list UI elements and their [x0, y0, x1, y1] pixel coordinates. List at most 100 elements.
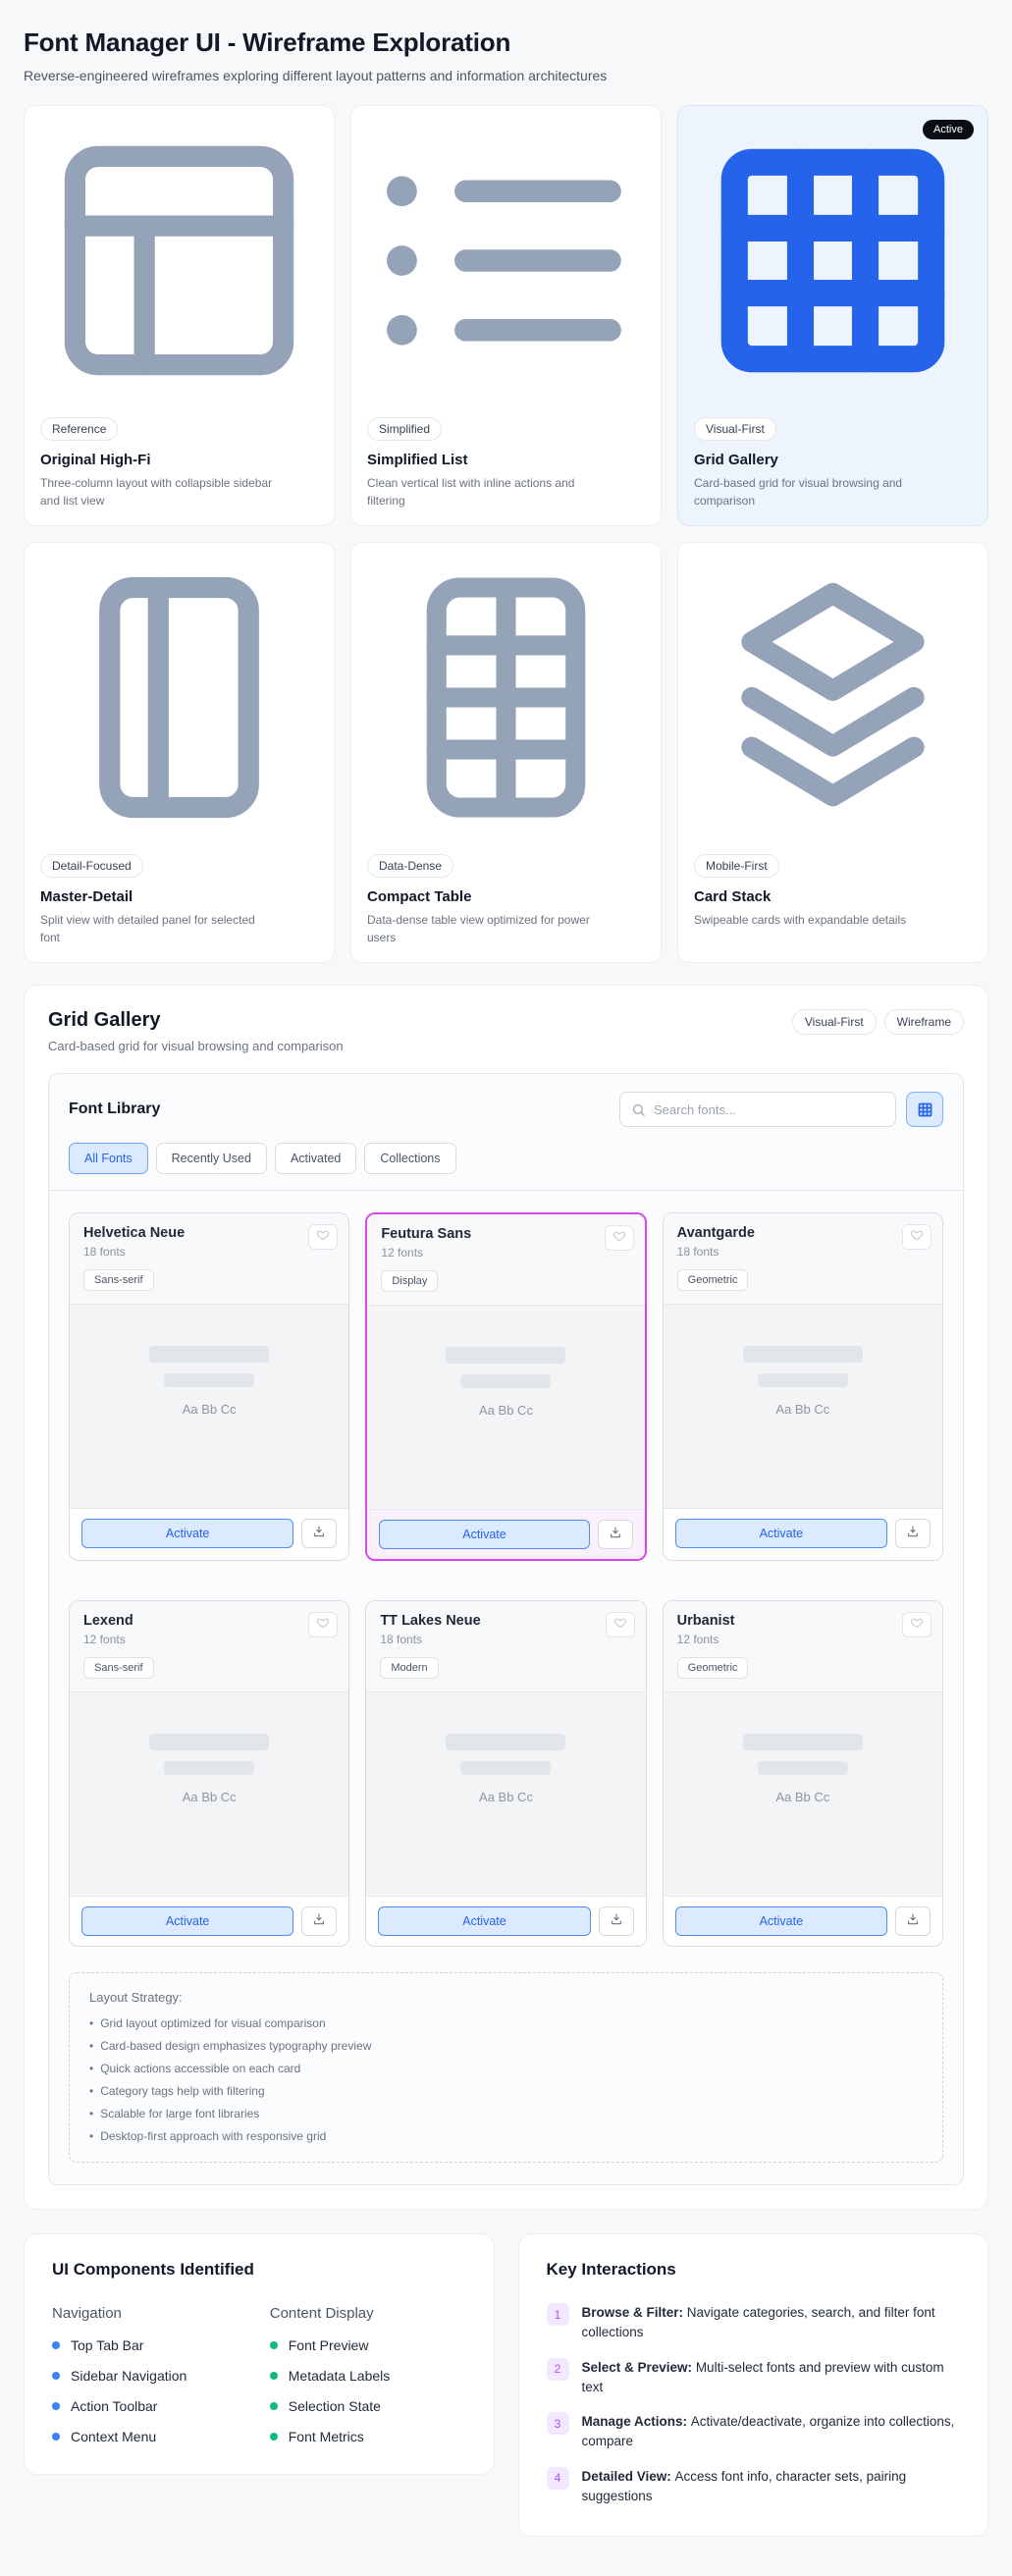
strategy-item: Scalable for large font libraries	[89, 2107, 923, 2120]
component-item: Font Preview	[269, 2337, 466, 2353]
pattern-description: Clean vertical list with inline actions …	[367, 476, 575, 508]
tab-activated[interactable]: Activated	[274, 1143, 357, 1174]
font-card[interactable]: Feutura Sans 12 fonts Display Aa Bb Cc Activ…	[365, 1212, 647, 1561]
component-item-label: Font Preview	[288, 2337, 369, 2353]
font-category-tag: Sans-serif	[83, 1269, 154, 1291]
tab-collections[interactable]: Collections	[364, 1143, 456, 1174]
activate-button[interactable]: Activate	[379, 1520, 590, 1549]
favorite-button[interactable]	[308, 1612, 339, 1637]
section-header: Grid Gallery Card-based grid for visual …	[48, 1009, 964, 1053]
preview-placeholder-bar	[164, 1372, 255, 1387]
preview-placeholder-bar	[164, 1760, 255, 1775]
font-preview-area: Aa Bb Cc	[367, 1306, 645, 1510]
section-pill: Wireframe	[883, 1009, 964, 1035]
download-button[interactable]	[895, 1519, 931, 1548]
grid-gallery-section: Grid Gallery Card-based grid for visual …	[24, 985, 988, 2210]
key-interactions-card: Key Interactions 1 Browse & Filter: Navig…	[517, 2233, 988, 2537]
strategy-item: Card-based design emphasizes typography …	[89, 2039, 923, 2053]
favorite-button[interactable]	[604, 1225, 634, 1251]
page-title: Font Manager UI - Wireframe Exploration	[24, 27, 511, 57]
search-box[interactable]	[619, 1092, 896, 1127]
interaction-text: Manage Actions: Activate/deactivate, org…	[581, 2414, 955, 2449]
pattern-badge: Detail-Focused	[40, 854, 143, 878]
activate-button[interactable]: Activate	[81, 1519, 294, 1548]
download-button[interactable]	[301, 1906, 338, 1936]
download-icon	[610, 1912, 623, 1931]
panel-divider	[49, 1190, 963, 1191]
font-card[interactable]: TT Lakes Neue 18 fonts Modern Aa Bb Cc Activ…	[365, 1600, 647, 1947]
font-card[interactable]: Avantgarde 18 fonts Geometric Aa Bb Cc Activ…	[662, 1212, 943, 1561]
font-card-footer: Activate	[366, 1897, 646, 1946]
preview-placeholder-bar	[460, 1373, 552, 1388]
pattern-card[interactable]: Reference Original High-Fi Three-column la…	[24, 105, 335, 526]
panels-top-left-icon	[40, 145, 318, 403]
font-card[interactable]: Lexend 12 fonts Sans-serif Aa Bb Cc Activate	[69, 1600, 350, 1947]
component-item-label: Metadata Labels	[288, 2368, 391, 2384]
pattern-card[interactable]: Simplified Simplified List Clean vertical …	[350, 105, 662, 526]
font-library-toolbar: Font Library	[69, 1092, 943, 1127]
favorite-button[interactable]	[902, 1612, 932, 1637]
download-icon	[906, 1525, 920, 1543]
pattern-card[interactable]: Detail-Focused Master-Detail Split view wi…	[24, 542, 335, 963]
font-count: 18 fonts	[380, 1633, 423, 1646]
section-title: Grid Gallery	[48, 1009, 161, 1031]
font-card[interactable]: Helvetica Neue 18 fonts Sans-serif Aa Bb Cc…	[69, 1212, 350, 1561]
grid-view-toggle-button[interactable]	[906, 1092, 943, 1127]
preview-placeholder-bar	[742, 1733, 863, 1750]
component-item: Top Tab Bar	[52, 2337, 248, 2353]
interaction-item: 3 Manage Actions: Activate/deactivate, or…	[546, 2412, 961, 2452]
layout-strategy-list: Grid layout optimized for visual compari…	[89, 2016, 923, 2143]
tab-all-fonts[interactable]: All Fonts	[69, 1143, 148, 1174]
bullet-dot	[269, 2402, 278, 2410]
pattern-title: Card Stack	[694, 888, 772, 905]
layout-strategy-title: Layout Strategy:	[89, 1990, 183, 2005]
list-icon	[367, 176, 645, 403]
font-card-footer: Activate	[367, 1510, 645, 1559]
interaction-item: 2 Select & Preview: Multi-select fonts an…	[546, 2357, 961, 2398]
activate-button[interactable]: Activate	[674, 1906, 887, 1936]
tab-recently-used[interactable]: Recently Used	[155, 1143, 267, 1174]
pattern-badge: Visual-First	[694, 417, 776, 441]
activate-button[interactable]: Activate	[81, 1906, 294, 1936]
strategy-item: Quick actions accessible on each card	[89, 2062, 923, 2075]
component-item: Action Toolbar	[52, 2398, 248, 2414]
activate-button[interactable]: Activate	[674, 1519, 887, 1548]
pattern-card[interactable]: Mobile-First Card Stack Swipeable cards wi…	[677, 542, 988, 963]
interaction-label: Manage Actions:	[581, 2414, 691, 2429]
pattern-card[interactable]: Active Visual-First Grid Gallery Card-based…	[677, 105, 988, 526]
preview-sample-text: Aa Bb Cc	[479, 1789, 533, 1804]
favorite-button[interactable]	[308, 1224, 339, 1250]
font-preview-area: Aa Bb Cc	[366, 1692, 646, 1897]
download-button[interactable]	[301, 1519, 338, 1548]
bullet-dot	[52, 2372, 60, 2380]
preview-placeholder-bar	[757, 1760, 848, 1775]
component-item: Metadata Labels	[269, 2368, 466, 2384]
font-card-footer: Activate	[663, 1509, 942, 1558]
panel-left-icon	[40, 576, 318, 840]
download-button[interactable]	[895, 1906, 931, 1936]
grid-icon	[694, 148, 972, 403]
strategy-item: Desktop-first approach with responsive g…	[89, 2129, 923, 2143]
interaction-number: 4	[546, 2466, 569, 2490]
font-category-tag: Modern	[380, 1657, 439, 1679]
interaction-label: Detailed View:	[581, 2468, 675, 2484]
font-card-footer: Activate	[70, 1897, 349, 1946]
pattern-description: Split view with detailed panel for selec…	[40, 913, 255, 944]
font-category-tag: Geometric	[676, 1269, 749, 1291]
section-pills: Visual-First Wireframe	[791, 1009, 964, 1035]
favorite-button[interactable]	[902, 1224, 932, 1250]
download-icon	[906, 1912, 920, 1931]
pattern-card[interactable]: Data-Dense Compact Table Data-dense table …	[350, 542, 662, 963]
download-button[interactable]	[597, 1520, 633, 1549]
activate-button[interactable]: Activate	[378, 1906, 591, 1936]
component-group: Navigation Top Tab Bar Sidebar Navigation A…	[52, 2305, 248, 2444]
component-item-label: Sidebar Navigation	[71, 2368, 187, 2384]
font-card-header: Feutura Sans 12 fonts Display	[367, 1214, 645, 1306]
font-card[interactable]: Urbanist 12 fonts Geometric Aa Bb Cc Activat…	[662, 1600, 943, 1947]
favorite-button[interactable]	[605, 1612, 635, 1637]
preview-sample-text: Aa Bb Cc	[775, 1789, 830, 1804]
bullet-dot	[52, 2341, 60, 2349]
download-button[interactable]	[598, 1906, 634, 1936]
search-input[interactable]	[654, 1101, 884, 1117]
filter-tabs: All Fonts Recently Used Activated Collectio…	[69, 1143, 943, 1190]
